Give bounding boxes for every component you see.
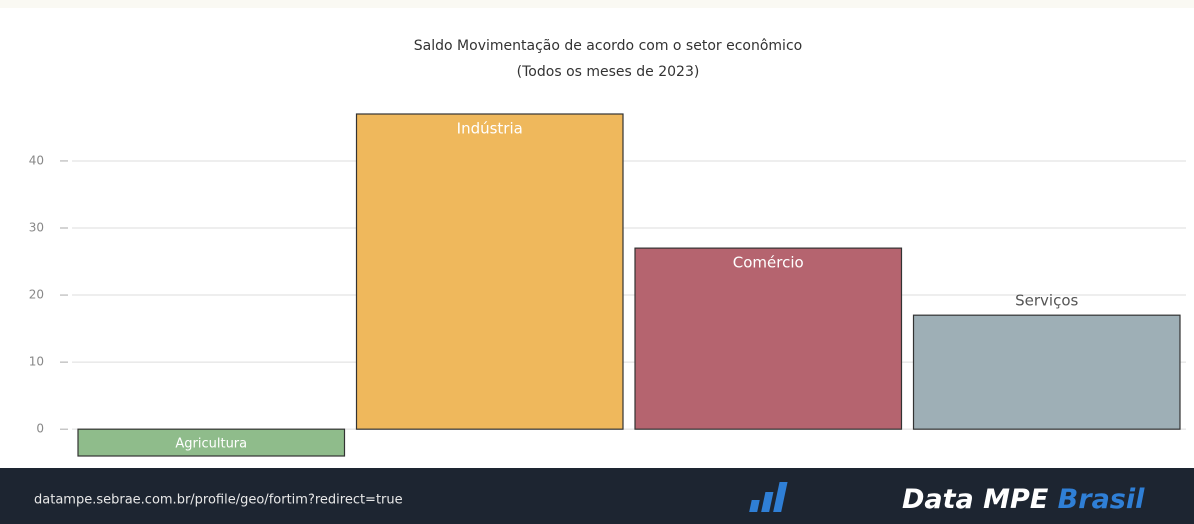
bar-label: Comércio — [733, 254, 804, 272]
y-tick-label: 40 — [29, 153, 44, 167]
bar — [77, 428, 346, 457]
bar — [912, 314, 1181, 430]
logo-main: Data MPE — [902, 484, 1049, 515]
logo-accent: Brasil — [1058, 484, 1145, 515]
bar — [355, 113, 624, 430]
y-tick-label: 10 — [29, 355, 44, 369]
footer — [0, 468, 1194, 524]
bar — [634, 247, 903, 430]
y-tick-label: 0 — [36, 422, 44, 436]
y-tick-label: 20 — [29, 288, 44, 302]
chart-subtitle: (Todos os meses de 2023) — [517, 64, 700, 80]
bar-label: Indústria — [457, 120, 523, 138]
footer-url: datampe.sebrae.com.br/profile/geo/fortim… — [34, 493, 403, 508]
bar-label: Agricultura — [175, 437, 247, 452]
bar-label: Serviços — [1015, 292, 1078, 310]
top-strip — [0, 0, 1194, 8]
logo-text: Data MPE Brasil — [902, 484, 1145, 515]
chart-title: Saldo Movimentação de acordo com o setor… — [414, 38, 802, 54]
y-tick-label: 30 — [29, 221, 44, 235]
logo-icon — [749, 482, 788, 512]
